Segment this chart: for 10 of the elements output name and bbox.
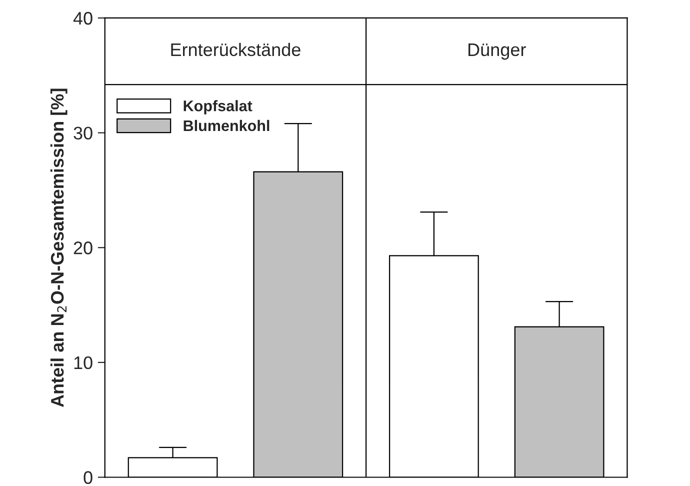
legend-label: Blumenkohl (184, 120, 270, 132)
y-tick-label: 40 (73, 12, 92, 25)
y-tick-label: 30 (74, 126, 92, 140)
x-tick-label: Ernterückstände (171, 42, 300, 56)
legend-label: Kopfsalat (184, 100, 252, 114)
y-tick-label: 0 (84, 471, 92, 484)
y-tick-label: 20 (74, 242, 92, 254)
x-tick-label: Dünger (468, 44, 526, 60)
y-tick-label: 10 (74, 356, 92, 370)
y-axis-title: Anteil an N$_{2}$O-N-Gesamtemission [%] (50, 88, 68, 408)
